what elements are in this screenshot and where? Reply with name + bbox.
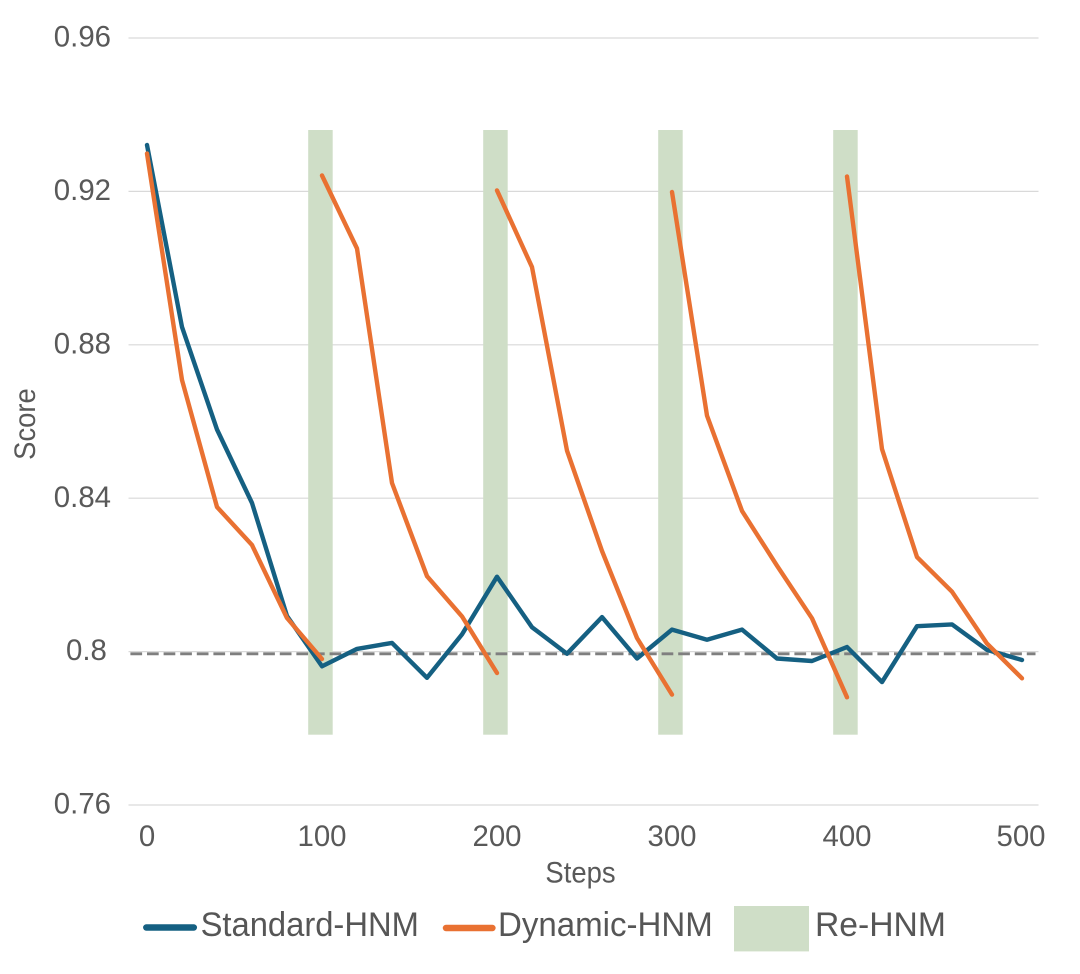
svg-text:100: 100 <box>297 820 346 853</box>
svg-text:Score: Score <box>9 388 42 460</box>
svg-text:Dynamic-HNM: Dynamic-HNM <box>498 906 713 944</box>
svg-text:300: 300 <box>647 820 696 853</box>
svg-text:0.8: 0.8 <box>66 634 107 667</box>
svg-text:Re-HNM: Re-HNM <box>815 906 946 944</box>
svg-text:Standard-HNM: Standard-HNM <box>201 906 419 944</box>
svg-text:0.96: 0.96 <box>54 20 111 53</box>
svg-text:0: 0 <box>139 820 155 853</box>
svg-text:200: 200 <box>472 820 521 853</box>
svg-text:0.88: 0.88 <box>54 327 111 360</box>
svg-text:0.84: 0.84 <box>54 481 111 514</box>
svg-text:500: 500 <box>996 820 1045 853</box>
svg-text:Steps: Steps <box>545 856 615 889</box>
svg-text:0.92: 0.92 <box>54 174 111 207</box>
svg-text:0.76: 0.76 <box>54 787 111 820</box>
svg-text:400: 400 <box>822 820 871 853</box>
